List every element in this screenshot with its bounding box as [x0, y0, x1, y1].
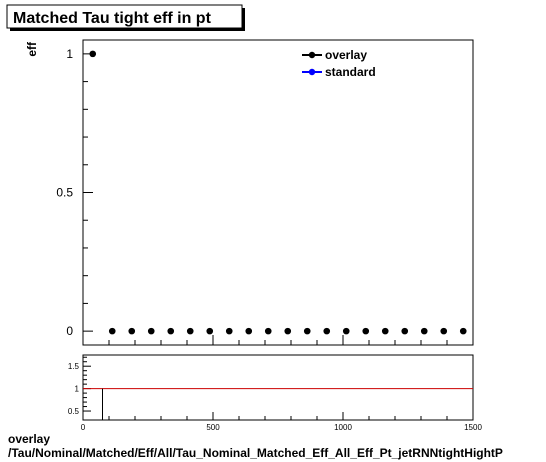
overlay-data-point — [440, 327, 448, 335]
ratio-y-tick-label: 1 — [75, 385, 80, 394]
legend-standard-label: standard — [325, 65, 376, 79]
main-plot-frame — [82, 39, 474, 346]
overlay-data-point — [167, 327, 175, 335]
overlay-data-point — [381, 327, 389, 335]
y-axis-label: eff — [25, 41, 39, 57]
overlay-data-point — [206, 327, 214, 335]
ratio-y-tick-label: 1.5 — [68, 362, 80, 371]
ratio-x-tick-label: 500 — [206, 423, 220, 432]
ratio-plot-panel: 0.5 1 1.5 0 500 1000 1500 — [68, 354, 482, 432]
overlay-data-point — [108, 327, 116, 335]
main-plot-panel: eff 00.51 overlay standard — [25, 39, 474, 346]
overlay-data-point — [264, 327, 272, 335]
chart-title: Matched Tau tight eff in pt — [13, 10, 212, 27]
main-data-points — [89, 50, 467, 335]
overlay-data-point — [420, 327, 428, 335]
overlay-data-point — [303, 327, 311, 335]
ratio-x-tick-label: 1500 — [464, 423, 482, 432]
overlay-data-point — [128, 327, 136, 335]
title-box: Matched Tau tight eff in pt — [6, 4, 245, 31]
overlay-data-point — [323, 327, 331, 335]
main-axis-ticks: 00.51 — [56, 47, 474, 345]
overlay-data-point — [225, 327, 233, 335]
main-y-tick-label: 1 — [66, 47, 73, 61]
overlay-data-point — [89, 50, 97, 58]
legend: overlay standard — [302, 48, 376, 79]
footer-label-line2: /Tau/Nominal/Matched/Eff/All/Tau_Nominal… — [8, 446, 503, 460]
legend-overlay-label: overlay — [325, 48, 367, 62]
overlay-data-point — [186, 327, 194, 335]
overlay-data-point — [342, 327, 350, 335]
overlay-data-point — [401, 327, 409, 335]
main-y-tick-label: 0.5 — [56, 186, 73, 200]
ratio-x-tick-label: 1000 — [334, 423, 352, 432]
overlay-data-point — [362, 327, 370, 335]
legend-standard-marker — [308, 68, 316, 76]
main-y-tick-label: 0 — [66, 324, 73, 338]
ratio-x-tick-label: 0 — [81, 423, 86, 432]
overlay-data-point — [147, 327, 155, 335]
ratio-axis-ticks: 0.5 1 1.5 0 500 1000 1500 — [68, 356, 482, 432]
overlay-data-point — [459, 327, 467, 335]
title-frame — [6, 4, 243, 29]
legend-overlay-marker — [308, 51, 316, 59]
ratio-y-tick-label: 0.5 — [68, 407, 80, 416]
ratio-data-marks — [83, 388, 473, 420]
footer-label-line1: overlay — [8, 432, 51, 446]
overlay-data-point — [284, 327, 292, 335]
ratio-plot-frame — [82, 354, 474, 421]
overlay-data-point — [245, 327, 253, 335]
